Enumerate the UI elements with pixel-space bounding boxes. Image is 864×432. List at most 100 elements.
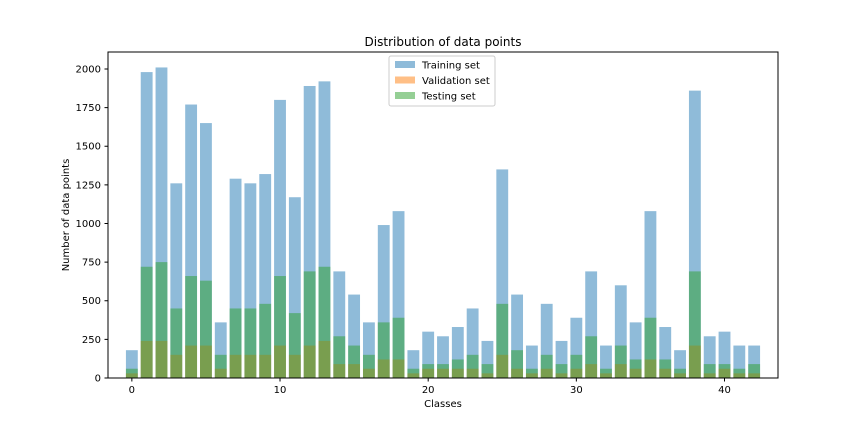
- bar-testing-set-14: [333, 336, 346, 378]
- bar-training-set-12: [303, 85, 316, 379]
- bar-training-set-17: [377, 225, 390, 378]
- bar-training-set-18: [392, 211, 405, 378]
- bar-testing-set-33: [614, 345, 627, 378]
- bar-testing-set-17: [377, 322, 390, 378]
- bar-training-set-8: [244, 183, 257, 378]
- legend: Training set Validation set Testing set: [388, 55, 496, 107]
- y-tick-label: 750: [82, 258, 101, 269]
- bar-testing-set-15: [348, 345, 361, 378]
- bar-testing-set-27: [525, 368, 538, 378]
- bar-training-set-7: [229, 178, 242, 378]
- bar-testing-set-11: [288, 313, 301, 378]
- legend-label-training-set: Training set: [421, 61, 480, 72]
- y-tick-label: 1250: [76, 180, 101, 191]
- bar-training-set-26: [511, 294, 524, 378]
- bar-training-set-35: [644, 211, 657, 378]
- bar-training-set-9: [259, 174, 272, 378]
- bar-testing-set-9: [259, 303, 272, 378]
- bar-training-set-4: [185, 104, 198, 378]
- bar-training-set-29: [555, 340, 568, 378]
- bar-training-set-27: [525, 345, 538, 378]
- y-axis: 0 250 500 750 1000 1250 1500 1750 2000: [76, 64, 108, 385]
- bar-testing-set-32: [600, 368, 612, 378]
- bar-training-set-16: [362, 322, 375, 378]
- x-tick-label: 40: [718, 385, 731, 396]
- bar-testing-set-1: [140, 266, 153, 378]
- bar-testing-set-10: [274, 276, 286, 378]
- bar-training-set-42: [748, 345, 761, 378]
- y-tick-label: 1000: [76, 219, 101, 230]
- bar-testing-set-30: [570, 354, 583, 378]
- y-tick-label: 0: [95, 374, 101, 385]
- bar-testing-set-4: [185, 276, 198, 378]
- bar-testing-set-25: [496, 303, 509, 378]
- bar-testing-set-31: [585, 336, 598, 378]
- bar-testing-set-18: [392, 317, 405, 378]
- bar-testing-set-13: [318, 266, 331, 378]
- legend-label-validation-set: Validation set: [422, 76, 490, 87]
- plot-frame: [107, 51, 779, 379]
- bar-training-set-33: [614, 285, 627, 378]
- y-tick-label: 1750: [76, 103, 101, 114]
- y-axis-label: Number of data points: [61, 159, 72, 272]
- bar-training-set-31: [585, 271, 598, 378]
- x-tick-label: 0: [129, 385, 135, 396]
- bar-training-set-6: [214, 322, 227, 378]
- bar-training-set-25: [496, 169, 509, 378]
- bar-testing-set-5: [200, 280, 212, 378]
- bar-testing-set-34: [629, 359, 642, 378]
- legend-swatch-training-set: [395, 61, 415, 68]
- bar-training-set-38: [688, 90, 701, 378]
- bar-training-set-36: [659, 327, 672, 378]
- bar-training-set-20: [422, 331, 435, 378]
- bar-testing-set-12: [303, 271, 316, 378]
- bar-training-set-22: [451, 327, 464, 378]
- bar-testing-set-26: [511, 350, 524, 378]
- bar-testing-set-28: [540, 354, 553, 378]
- bar-training-set-28: [540, 303, 553, 378]
- bar-testing-set-21: [437, 364, 449, 378]
- bar-training-set-3: [170, 183, 183, 378]
- bar-testing-set-3: [170, 308, 183, 378]
- bar-training-set-34: [629, 322, 642, 378]
- bar-testing-set-24: [481, 364, 494, 378]
- bar-training-set-41: [733, 345, 746, 378]
- x-axis-label: Classes: [424, 399, 462, 410]
- bars-layer: [125, 67, 761, 379]
- y-tick-label: 250: [82, 335, 101, 346]
- bar-training-set-40: [718, 331, 731, 378]
- y-tick-label: 500: [82, 296, 101, 307]
- legend-swatch-validation-set: [395, 76, 415, 84]
- bar-testing-set-40: [718, 364, 731, 378]
- bar-testing-set-19: [407, 368, 420, 378]
- bar-training-set-32: [600, 345, 612, 378]
- chart-title: Distribution of data points: [365, 35, 522, 49]
- y-tick-label: 1500: [76, 142, 101, 153]
- bar-testing-set-41: [733, 368, 746, 378]
- bar-testing-set-35: [644, 317, 657, 378]
- y-tick-label: 2000: [76, 64, 101, 75]
- bar-testing-set-16: [362, 354, 375, 378]
- bar-testing-set-37: [674, 368, 686, 378]
- bar-testing-set-36: [659, 359, 672, 378]
- bar-training-set-23: [466, 308, 479, 378]
- bar-training-set-2: [155, 67, 168, 378]
- bar-training-set-10: [274, 99, 286, 379]
- bar-testing-set-42: [748, 364, 761, 378]
- series-training-set: [125, 67, 761, 379]
- legend-frame: [388, 55, 496, 107]
- series-testing-set: [125, 262, 761, 378]
- bar-training-set-11: [288, 197, 301, 378]
- bar-training-set-39: [703, 336, 716, 378]
- x-tick-label: 20: [422, 385, 435, 396]
- bar-testing-set-2: [155, 262, 168, 378]
- x-tick-label: 30: [570, 385, 583, 396]
- bar-testing-set-38: [688, 271, 701, 378]
- x-tick-label: 10: [274, 385, 287, 396]
- bar-testing-set-29: [555, 364, 568, 378]
- bar-testing-set-0: [125, 368, 138, 378]
- bar-training-set-13: [318, 81, 331, 379]
- bar-testing-set-8: [244, 308, 257, 378]
- legend-label-testing-set: Testing set: [421, 92, 476, 103]
- bar-training-set-21: [437, 336, 449, 378]
